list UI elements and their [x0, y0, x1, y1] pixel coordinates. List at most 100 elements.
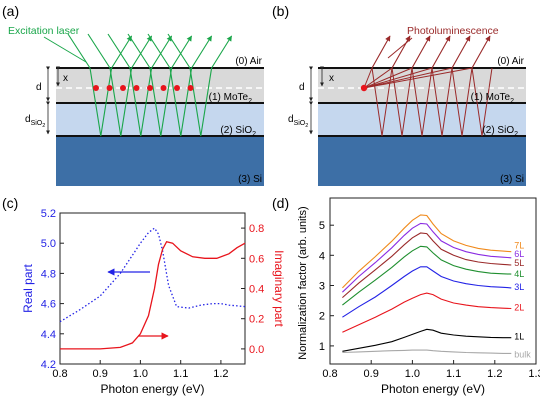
panel-c-x-tick-label: 1.0 [133, 368, 148, 380]
panel-a-reflected-ray [211, 35, 233, 69]
panel-d-x-tick-label: 1.3 [528, 368, 540, 380]
panel-a-internal-ray [169, 67, 193, 137]
panel-b-direct-ray [363, 67, 393, 89]
panel-c-tag: (c) [2, 195, 18, 211]
panel-b-escaping-ray [411, 35, 431, 69]
panel-d-x-tick-label: 0.8 [322, 368, 337, 380]
panel-b-emitter-dot [360, 84, 368, 92]
panel-d-series-line-5L [342, 232, 512, 299]
panel-d-series-line-bulk [342, 349, 512, 354]
panel-a-internal-ray [89, 67, 113, 137]
panel-d-series-label-2L: 2L [514, 303, 524, 313]
panel-a-reflected-ray [171, 35, 193, 69]
panel-b-direct-ray [363, 67, 373, 89]
panel-a-beam-label-leader [43, 36, 87, 63]
panel-a-reflected-ray [191, 35, 213, 69]
panel-d-series-line-6L [342, 222, 512, 293]
panel-b-tag: (b) [272, 3, 289, 19]
panel-a-internal-ray [189, 67, 213, 137]
panel-d-x-tick-label: 1.2 [487, 368, 502, 380]
panel-c-y-tick-label: 4.6 [41, 299, 56, 311]
panel-b-si-layer [318, 136, 526, 186]
panel-b-internal-ray [371, 67, 393, 137]
panel-a-excitation-rays [67, 33, 233, 137]
panel-b-si-label: (3) Si [500, 174, 524, 185]
panel-c-x-tick-label: 0.8 [52, 368, 67, 380]
panel-d-series-label-4L: 4L [514, 269, 524, 279]
panel-a-d-label: d [36, 82, 42, 93]
panel-a: (a) Excitation laser x d dSiO2 (0) Air (… [2, 3, 264, 186]
panel-d-y-tick-label: 1 [319, 341, 325, 353]
panel-a-air-label: (0) Air [235, 56, 262, 67]
panel-a-emitter-dot [174, 85, 180, 91]
panel-b-internal-ray [411, 67, 433, 137]
panel-b-sio2-layer [318, 103, 526, 136]
panel-d-series-line-2L [342, 292, 512, 333]
panel-a-incident-ray [147, 33, 171, 69]
panel-a-emitter-dots [93, 85, 194, 91]
panel-d-y-tick-label: 5 [319, 220, 325, 232]
panel-a-emitter-dot [120, 85, 126, 91]
panel-d-y-axis-label: Normalization factor (arb. units) [297, 206, 309, 359]
panel-a-emitter-dot [93, 85, 99, 91]
panel-a-tag: (a) [2, 3, 19, 19]
panel-c-real-part-line [59, 227, 246, 323]
panel-d-y-tick-label: 2 [319, 311, 325, 323]
panel-a-incident-ray [167, 33, 191, 69]
panel-a-reflected-ray [111, 35, 133, 69]
panel-a-reflected-ray [131, 35, 153, 69]
panel-b-emission-rays [363, 35, 493, 137]
panel-b-x-label: x [329, 73, 334, 84]
panel-a-sio2-label: (2) SiO2 [220, 125, 256, 138]
panel-b: (b) Photoluminescence x d dSiO2 (0) Air … [272, 3, 526, 186]
panel-c-x-tick-label: 1.2 [213, 368, 228, 380]
panel-b-direct-ray [363, 67, 413, 89]
panel-d-series-label-bulk: bulk [514, 349, 531, 359]
panel-b-sio2-label: (2) SiO2 [482, 125, 518, 138]
panel-a-dsio2-label: dSiO2 [25, 114, 45, 129]
panel-c-y2-tick-label: 0.8 [249, 223, 264, 235]
panel-b-air-label: (0) Air [497, 56, 524, 67]
panel-a-emitter-dot [106, 85, 113, 91]
panel-a-x-label: x [63, 73, 68, 84]
panel-d-series-label-3L: 3L [514, 282, 524, 292]
panel-d-series-label-5L: 5L [514, 258, 524, 268]
panel-d-x-tick-label: 1.1 [446, 368, 461, 380]
panel-c-axes: 0.8 0.9 1.0 1.1 1.2 4.2 4.4 4.6 4.8 5.0 5.2 0.0 0.2 0… [21, 208, 286, 396]
panel-a-si-label: (3) Si [238, 174, 262, 185]
panel-a-incident-ray [127, 33, 151, 69]
panel-b-escaping-ray [431, 35, 451, 69]
panel-b-mote2-label: (1) MoTe2 [471, 92, 514, 105]
panel-c: (c) 0.8 0.9 1.0 1.1 1.2 4.2 4.4 4.6 4.8 5.0 5.2 0.0… [2, 195, 286, 396]
panel-b-internal-ray [451, 67, 473, 137]
panel-a-si-layer [56, 136, 264, 186]
panel-b-d-label: d [299, 82, 305, 93]
panel-c-y2-tick-label: 0.2 [249, 314, 264, 326]
panel-b-escaping-ray [391, 35, 411, 69]
panel-c-y-axis-label: Real part [21, 263, 35, 312]
panel-b-direct-ray [363, 67, 453, 89]
panel-d: (d) 0.8 0.9 1.0 1.1 1.2 1.3 1 2 3 4 5 Photon energy… [272, 195, 540, 396]
panel-c-y-tick-label: 4.2 [41, 359, 56, 371]
panel-b-direct-ray [363, 67, 433, 89]
panel-d-x-axis-label: Photon energy (eV) [381, 382, 485, 396]
panel-d-series-line-3L [342, 266, 512, 318]
panel-d-series-line-1L [342, 328, 512, 352]
panel-c-y2-tick-label: 0.4 [249, 284, 264, 296]
panel-a-beam-label: Excitation laser [8, 25, 80, 37]
panel-b-beam-label-leader [387, 37, 413, 59]
panel-c-y-tick-label: 4.4 [41, 329, 56, 341]
panel-d-series-label-7L: 7L [514, 241, 524, 251]
panel-d-plot-frame [329, 197, 537, 365]
panel-a-emitter-dot [160, 85, 167, 91]
panel-a-mote2-label: (1) MoTe2 [209, 92, 252, 105]
panel-c-plot-frame [59, 212, 246, 365]
panel-b-escaping-ray [471, 35, 491, 69]
panel-c-y2-tick-label: 0.6 [249, 253, 264, 265]
panel-c-x-tick-label: 0.9 [93, 368, 108, 380]
panel-b-internal-ray [391, 67, 413, 137]
panel-a-reflected-ray [151, 35, 173, 69]
panel-d-x-tick-label: 1.0 [405, 368, 420, 380]
panel-b-beam-label: Photoluminescence [407, 25, 499, 37]
